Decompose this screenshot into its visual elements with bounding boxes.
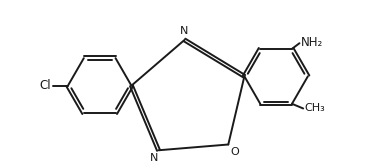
Text: N: N xyxy=(149,153,158,163)
Text: Cl: Cl xyxy=(39,79,51,92)
Text: N: N xyxy=(180,26,188,36)
Text: NH₂: NH₂ xyxy=(301,36,324,49)
Text: CH₃: CH₃ xyxy=(304,104,325,113)
Text: O: O xyxy=(230,147,239,157)
